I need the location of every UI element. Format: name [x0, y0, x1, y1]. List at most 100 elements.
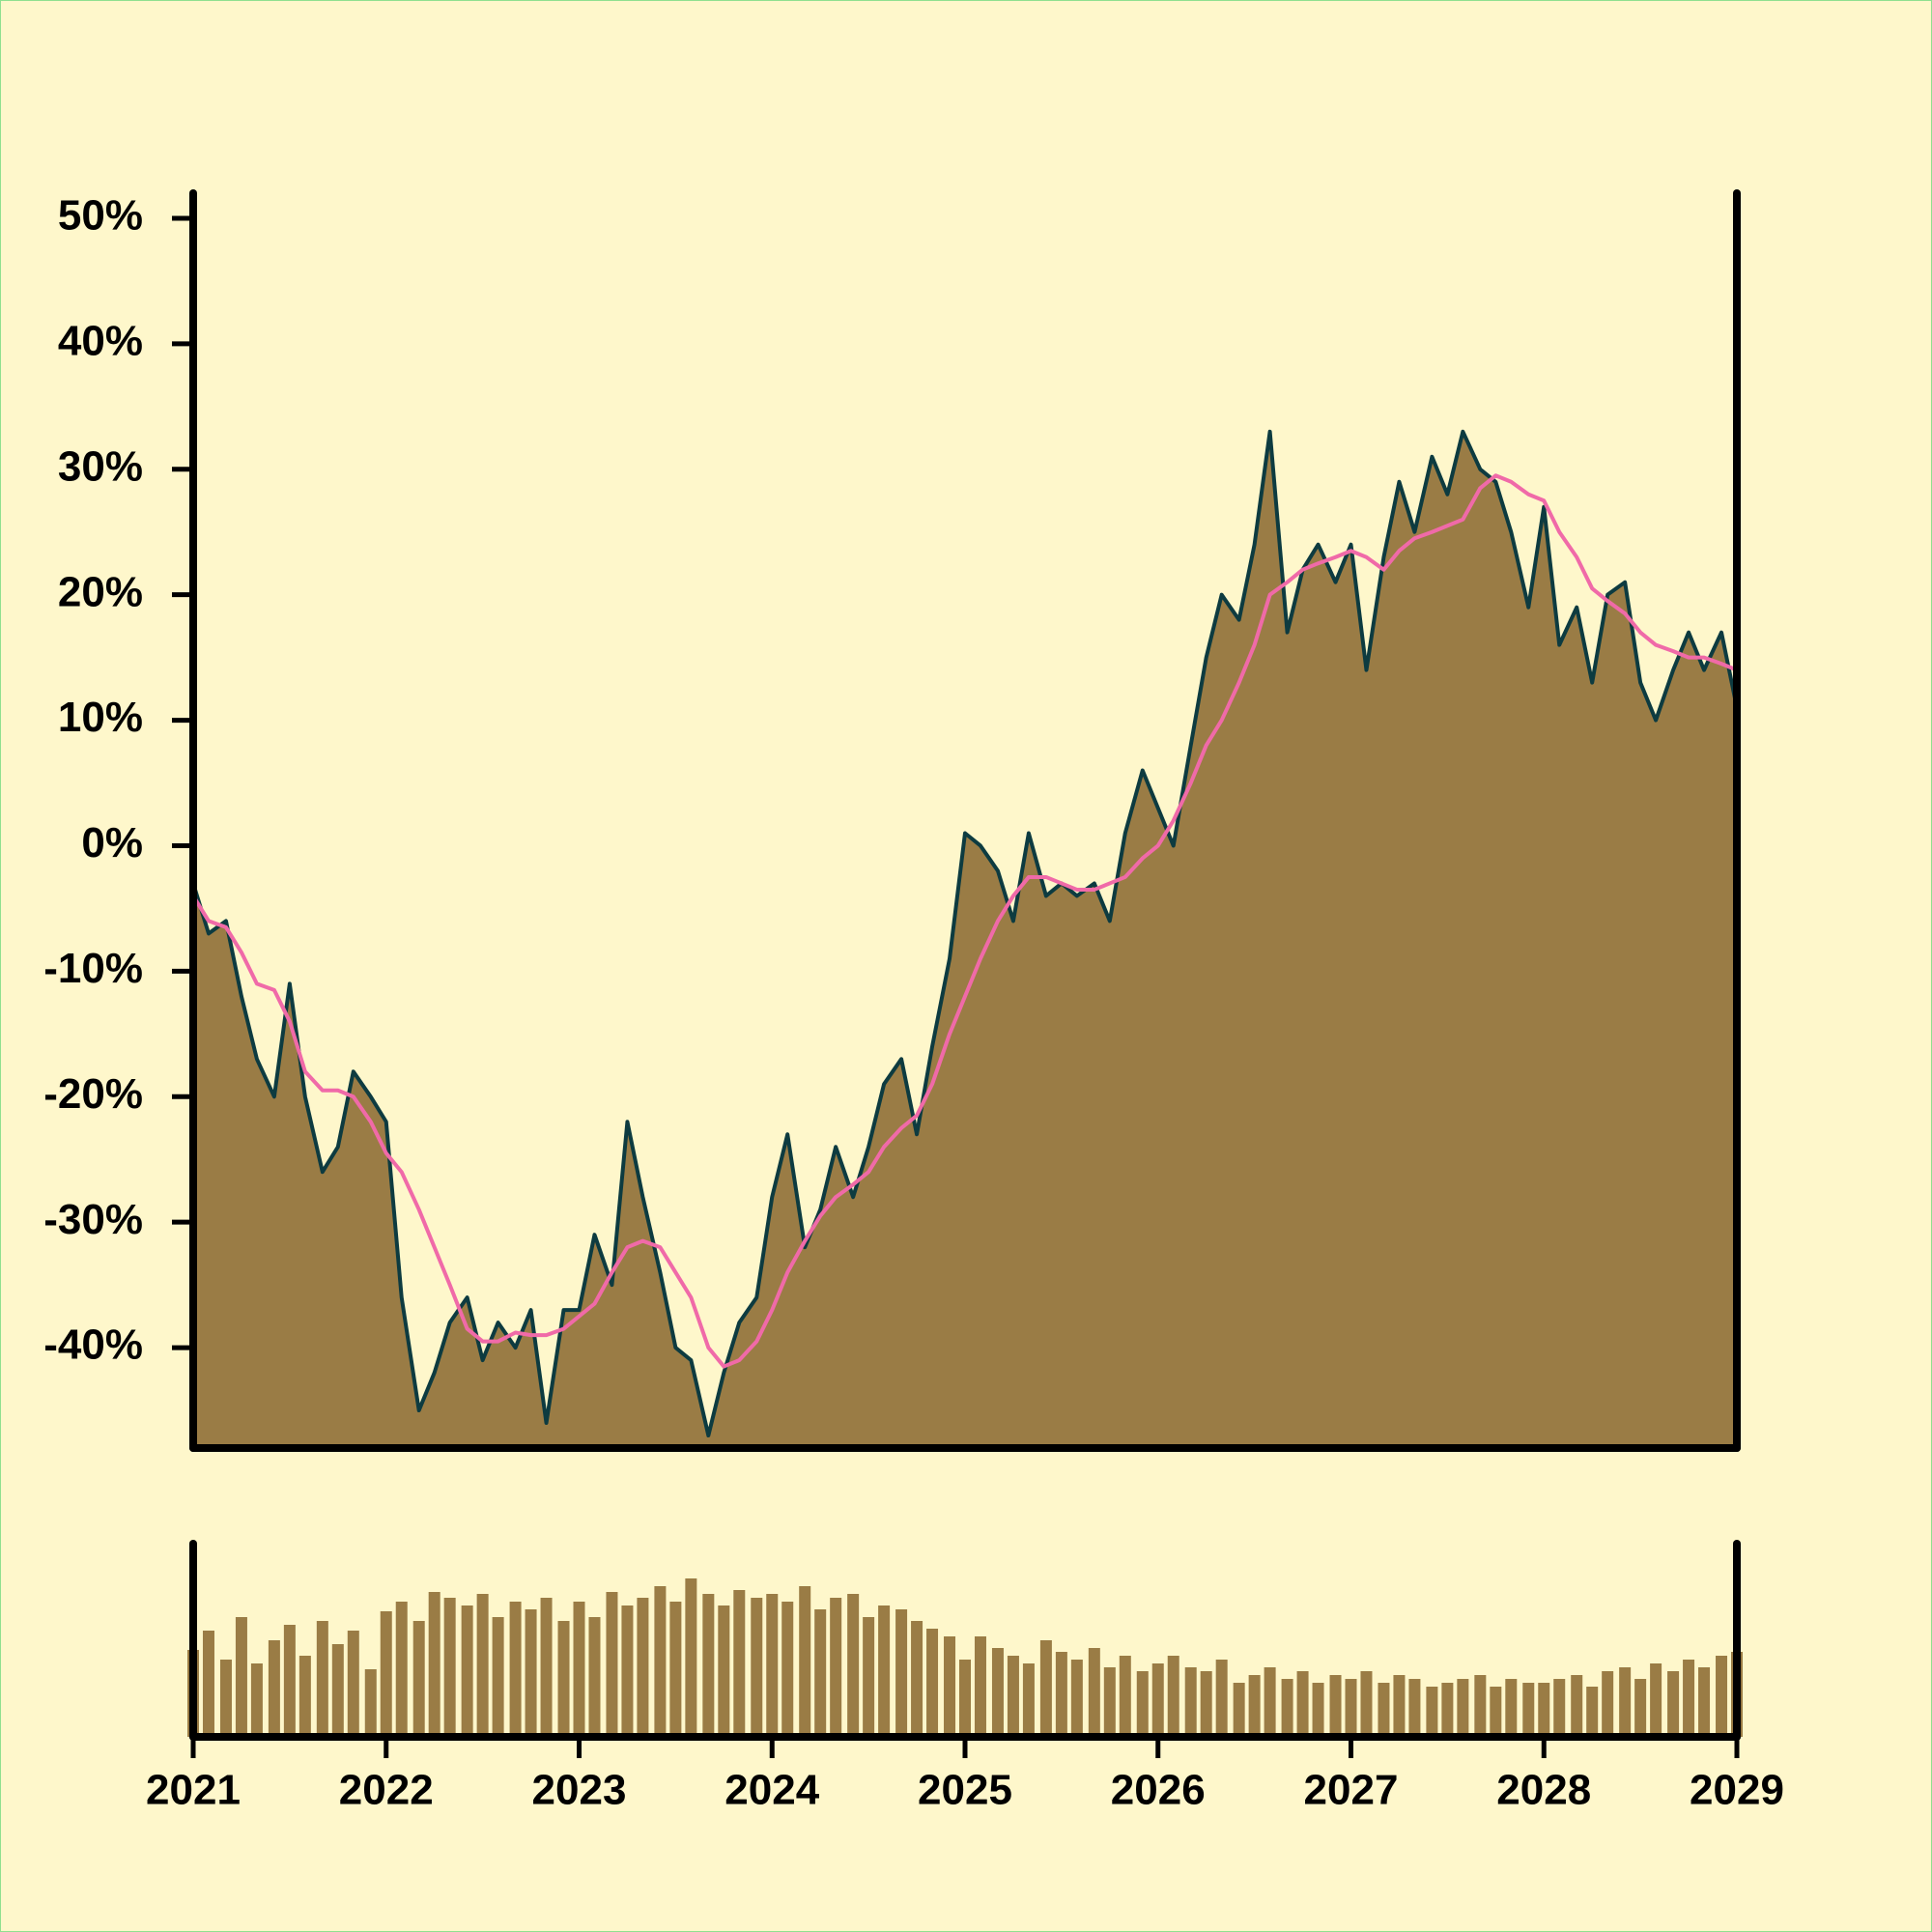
volume-bar	[1360, 1671, 1373, 1737]
volume-bar	[944, 1636, 956, 1737]
volume-bar	[895, 1609, 908, 1737]
x-tick-label: 2025	[918, 1767, 1012, 1814]
volume-bar	[1088, 1648, 1100, 1737]
volume-bar	[347, 1631, 359, 1737]
y-tick-label: 40%	[58, 318, 143, 365]
volume-bar	[1553, 1679, 1566, 1737]
volume-bar	[1312, 1683, 1324, 1737]
y-tick-label: -30%	[43, 1196, 143, 1243]
volume-bar	[364, 1669, 377, 1737]
volume-bar	[1119, 1656, 1131, 1737]
volume-bar	[1167, 1656, 1179, 1737]
volume-bar	[412, 1621, 425, 1737]
volume-bar	[830, 1598, 842, 1737]
volume-bar	[1136, 1671, 1149, 1737]
volume-bar	[621, 1605, 634, 1737]
volume-bar	[1490, 1687, 1502, 1737]
y-tick-label: 10%	[58, 694, 143, 741]
volume-bar	[1039, 1640, 1052, 1737]
x-tick-label: 2029	[1690, 1767, 1784, 1814]
x-tick-label: 2022	[339, 1767, 434, 1814]
x-tick-label: 2023	[532, 1767, 627, 1814]
volume-bar	[1022, 1663, 1035, 1737]
volume-bar	[1264, 1667, 1276, 1737]
volume-bar	[1329, 1675, 1342, 1737]
volume-bar	[959, 1660, 971, 1737]
volume-bar	[1184, 1667, 1197, 1737]
volume-bar	[331, 1644, 344, 1737]
volume-bar	[492, 1617, 504, 1737]
volume-bar	[685, 1578, 697, 1737]
y-tick-label: 20%	[58, 568, 143, 615]
volume-bar	[637, 1598, 649, 1737]
volume-bar	[847, 1594, 860, 1737]
y-tick-label: 50%	[58, 192, 143, 240]
volume-bar	[476, 1594, 489, 1737]
x-tick-label: 2028	[1496, 1767, 1591, 1814]
x-tick-label: 2024	[724, 1767, 819, 1814]
volume-bar	[283, 1625, 296, 1737]
area	[193, 431, 1737, 1448]
volume-bar	[718, 1605, 730, 1737]
volume-bar	[1281, 1679, 1293, 1737]
volume-bar	[702, 1594, 715, 1737]
volume-bar	[1650, 1663, 1662, 1737]
volume-bar	[1296, 1671, 1309, 1737]
volume-bar	[1634, 1679, 1647, 1737]
volume-bar	[1248, 1675, 1261, 1737]
volume-bar	[1345, 1679, 1357, 1737]
x-tick-label: 2027	[1304, 1767, 1399, 1814]
volume-bar	[316, 1621, 328, 1737]
volume-bar	[1055, 1652, 1067, 1737]
x-tick-label: 2021	[146, 1767, 241, 1814]
volume-bar	[298, 1656, 311, 1737]
volume-bar	[926, 1629, 939, 1737]
volume-bar	[235, 1617, 247, 1737]
volume-bar	[606, 1592, 618, 1737]
volume-bar	[1233, 1683, 1245, 1737]
volume-bar	[911, 1621, 923, 1737]
volume-bar	[863, 1617, 875, 1737]
volume-bar	[1538, 1683, 1550, 1737]
volume-bar	[1571, 1675, 1583, 1737]
volume-bar	[1378, 1683, 1390, 1737]
volume-bar	[525, 1609, 537, 1737]
volume-bar	[250, 1663, 263, 1737]
volume-bar	[1200, 1671, 1212, 1737]
volume-bar	[1716, 1656, 1728, 1737]
volume-bar	[1602, 1671, 1614, 1737]
volume-bar	[1619, 1667, 1632, 1737]
volume-bar	[1441, 1683, 1454, 1737]
volume-bar	[1070, 1660, 1083, 1737]
y-tick-label: -40%	[43, 1321, 143, 1369]
volume-bar	[781, 1602, 794, 1737]
volume-bar	[1215, 1660, 1228, 1737]
volume-bar	[1426, 1687, 1438, 1737]
volume-bar	[509, 1602, 522, 1737]
volume-bar	[219, 1660, 232, 1737]
y-tick-label: -10%	[43, 945, 143, 992]
volume-bar	[461, 1605, 473, 1737]
volume-bar	[733, 1590, 746, 1737]
volume-bar	[1505, 1679, 1518, 1737]
volume-bar	[654, 1586, 667, 1737]
volume-bar	[669, 1602, 682, 1737]
volume-bar	[557, 1621, 570, 1737]
volume-bar	[1103, 1667, 1116, 1737]
volume-bar	[1408, 1679, 1421, 1737]
volume-bar	[878, 1605, 891, 1737]
y-tick-label: 0%	[81, 819, 143, 867]
volume-bar	[1683, 1660, 1695, 1737]
volume-bar	[1457, 1679, 1469, 1737]
volume-bar	[443, 1598, 456, 1737]
volume-bar	[1474, 1675, 1487, 1737]
volume-bar	[428, 1592, 440, 1737]
y-tick-label: -20%	[43, 1070, 143, 1118]
volume-bar	[1007, 1656, 1019, 1737]
volume-bar	[1151, 1663, 1164, 1737]
volume-bar	[766, 1594, 779, 1737]
volume-bar	[751, 1598, 763, 1737]
volume-bar	[974, 1636, 986, 1737]
volume-bar	[395, 1602, 408, 1737]
